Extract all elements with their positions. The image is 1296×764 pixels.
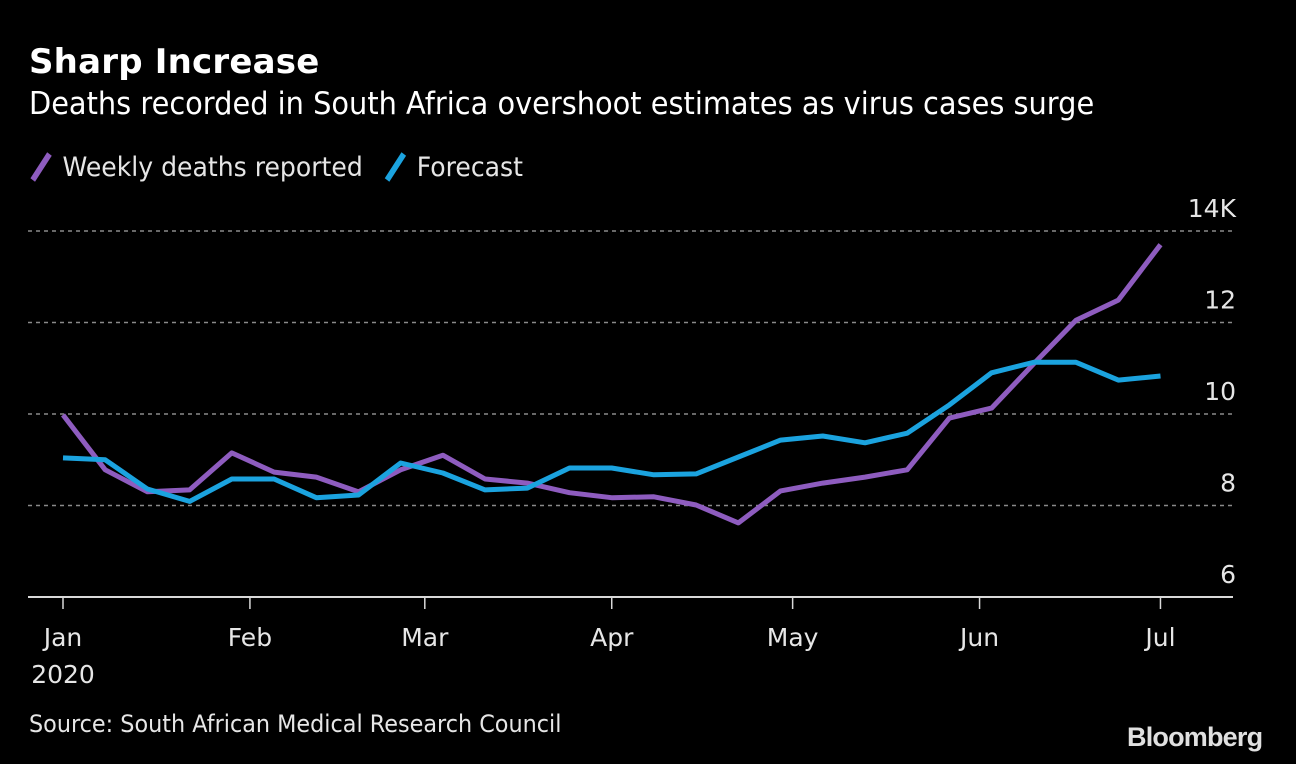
x-tick-label-jun: Jun xyxy=(958,623,999,652)
legend-label-weekly-deaths: Weekly deaths reported xyxy=(62,151,363,183)
legend-swatch-forecast-icon xyxy=(384,152,406,182)
x-tick-label-feb: Feb xyxy=(228,623,272,652)
y-tick-label-12: 12 xyxy=(1204,286,1236,315)
y-tick-label-8: 8 xyxy=(1220,469,1236,498)
series-line-weekly-deaths-reported xyxy=(61,243,1163,526)
x-tick-label-mar: Mar xyxy=(401,623,449,652)
x-tick-label-jan: Jan xyxy=(42,623,83,652)
chart-subtitle: Deaths recorded in South Africa overshoo… xyxy=(29,86,1095,122)
legend-item-weekly-deaths: Weekly deaths reported xyxy=(29,150,363,184)
legend-swatch-weekly-deaths-icon xyxy=(30,152,52,182)
series-line-forecast xyxy=(62,359,1161,504)
legend: Weekly deaths reported Forecast xyxy=(29,150,543,184)
x-tick-label-apr: Apr xyxy=(590,623,634,652)
bloomberg-logo: Bloomberg xyxy=(1127,722,1263,752)
y-tick-label-10: 10 xyxy=(1204,377,1236,406)
series-lines xyxy=(61,243,1163,526)
legend-item-forecast: Forecast xyxy=(383,150,523,184)
source-note: Source: South African Medical Research C… xyxy=(29,710,562,738)
y-tick-label-6: 6 xyxy=(1220,560,1236,589)
legend-label-forecast: Forecast xyxy=(416,151,523,183)
x-axis: Jan 2020 Feb Mar Apr May Jun Jul xyxy=(28,596,1233,689)
x-tick-label-jul: Jul xyxy=(1143,623,1175,652)
x-tick-label-may: May xyxy=(767,623,819,652)
y-axis-labels: 6 8 10 12 14K xyxy=(1188,194,1237,589)
chart-title: Sharp Increase xyxy=(29,42,320,82)
x-tick-sublabel-year: 2020 xyxy=(31,660,95,689)
gridlines xyxy=(28,230,1233,507)
y-tick-label-14: 14K xyxy=(1188,194,1237,223)
